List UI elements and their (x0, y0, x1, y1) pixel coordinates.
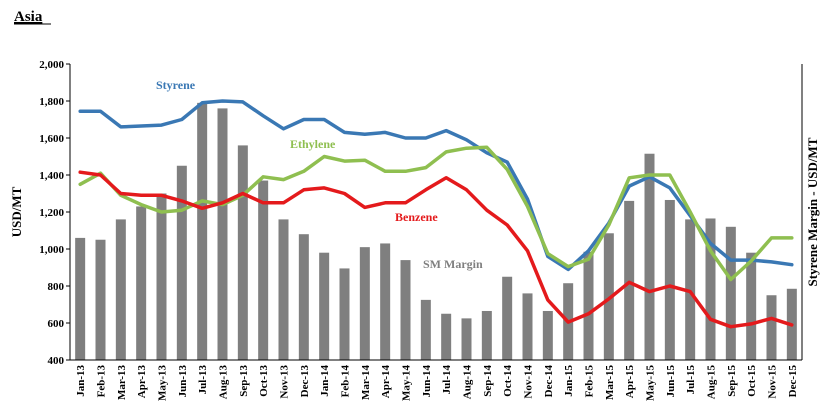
x-tick-label: Apr-13 (136, 365, 148, 399)
y-tick-label: 400 (48, 355, 65, 367)
line-series-group (78, 99, 794, 329)
line-benzene (78, 170, 794, 329)
sm-margin-bar (176, 165, 187, 360)
sm-margin-bar (339, 268, 350, 360)
y-tick-label: 1,000 (39, 244, 64, 256)
label-benzene: Benzene (395, 210, 438, 224)
x-tick-label: Nov-15 (767, 365, 779, 399)
sm-margin-bar (95, 239, 106, 360)
secondary-y-axis-title: Styrene Margin - USD/MT (805, 137, 820, 286)
x-tick-label: Dec-15 (787, 365, 799, 398)
x-tick-label: Jan-13 (75, 365, 87, 397)
sm-margin-bar (766, 295, 777, 360)
x-tick-label: Feb-13 (96, 365, 108, 398)
x-tick-label: Apr-15 (624, 365, 636, 399)
sm-margin-bar (664, 199, 675, 360)
sm-margin-bar (115, 219, 126, 360)
x-tick-label: Oct-13 (258, 365, 270, 397)
y-axis-ticks: 2,000 1,800 1,600 1,400 1,200 1,000 800 600 400 (39, 59, 70, 367)
line-ethylene (78, 145, 794, 282)
sm-margin-bar (522, 293, 533, 360)
x-tick-label: Feb-14 (340, 365, 352, 398)
label-sm-margin: SM Margin (423, 257, 483, 271)
x-tick-label: Mar-13 (116, 365, 128, 401)
y-tick-label: 1,200 (39, 207, 64, 219)
sm-margin-bar (217, 108, 228, 361)
x-tick-label: Oct-15 (746, 365, 758, 397)
x-tick-label: Feb-15 (584, 365, 596, 398)
x-tick-label: Jul-13 (197, 365, 209, 395)
x-tick-label: May-13 (157, 365, 169, 402)
sm-margin-bar (685, 219, 696, 360)
sm-margin-bar (380, 243, 391, 360)
x-tick-label: Nov-14 (523, 365, 535, 399)
sm-margin-bar (156, 193, 167, 360)
x-tick-label: Aug-13 (218, 365, 230, 400)
x-tick-label: Aug-15 (706, 365, 718, 400)
y-tick-label: 600 (48, 318, 65, 330)
x-tick-label: Jan-14 (319, 365, 331, 397)
sm-margin-bar (400, 260, 411, 360)
x-tick-label: Jul-14 (441, 365, 453, 395)
sm-margin-bar (746, 252, 757, 360)
sm-margin-bar (644, 153, 655, 360)
x-tick-label: Nov-13 (279, 365, 291, 399)
sm-margin-bar (705, 218, 716, 360)
sm-margin-bar (197, 102, 208, 360)
x-tick-label: Mar-15 (604, 365, 616, 401)
x-axis: Jan-13 Feb-13 Mar-13 Apr-13 May-13 Jun-13 Jul-… (75, 365, 799, 402)
chart-title: Asia (14, 9, 43, 25)
sm-margin-bar (725, 226, 736, 360)
x-tick-label: Aug-14 (462, 365, 474, 400)
sm-margin-bar (359, 247, 370, 360)
sm-margin-bar (278, 219, 289, 360)
y-tick-label: 1,600 (39, 133, 64, 145)
sm-margin-bar (298, 234, 309, 360)
label-styrene: Styrene (156, 78, 196, 92)
x-tick-label: Jan-15 (563, 365, 575, 397)
sm-margin-bar (481, 310, 492, 360)
sm-margin-bar (542, 310, 553, 360)
x-tick-label: Oct-14 (502, 365, 514, 397)
x-tick-label: Dec-14 (543, 365, 555, 398)
x-tick-label: Jun-13 (177, 365, 189, 398)
sm-margin-bar (583, 251, 594, 360)
sm-margin-bar (502, 276, 513, 360)
x-tick-label: Jul-15 (685, 365, 697, 395)
y-tick-label: 1,400 (39, 170, 64, 182)
line-styrene (78, 99, 794, 272)
sm-margin-bar (258, 180, 269, 360)
sm-margin-bar (624, 200, 635, 360)
x-tick-label: Mar-14 (360, 365, 372, 401)
sm-margin-bar (319, 252, 330, 360)
x-tick-label: Jun-15 (665, 365, 677, 398)
x-tick-label: May-14 (401, 365, 413, 402)
y-tick-label: 2,000 (39, 59, 64, 71)
x-tick-label: Sep-15 (726, 365, 738, 397)
sm-margin-bar (441, 313, 452, 360)
y-axis-title: USD/MT (9, 186, 24, 237)
sm-margin-bar (136, 206, 147, 360)
x-tick-label: May-15 (645, 365, 657, 402)
sm-margin-bar (75, 237, 86, 360)
label-ethylene: Ethylene (290, 137, 336, 151)
sm-margin-bar (461, 318, 472, 360)
y-tick-label: 800 (48, 281, 65, 293)
x-tick-label: Sep-13 (238, 365, 250, 397)
x-tick-label: Apr-14 (380, 365, 392, 399)
x-tick-label: Sep-14 (482, 365, 494, 397)
sm-margin-bar (237, 145, 248, 360)
sm-margin-bar (420, 299, 431, 360)
y-tick-label: 1,800 (39, 96, 64, 108)
x-tick-label: Jun-14 (421, 365, 433, 398)
x-tick-label: Dec-13 (299, 365, 311, 398)
bar-series-sm-margin (75, 102, 797, 361)
